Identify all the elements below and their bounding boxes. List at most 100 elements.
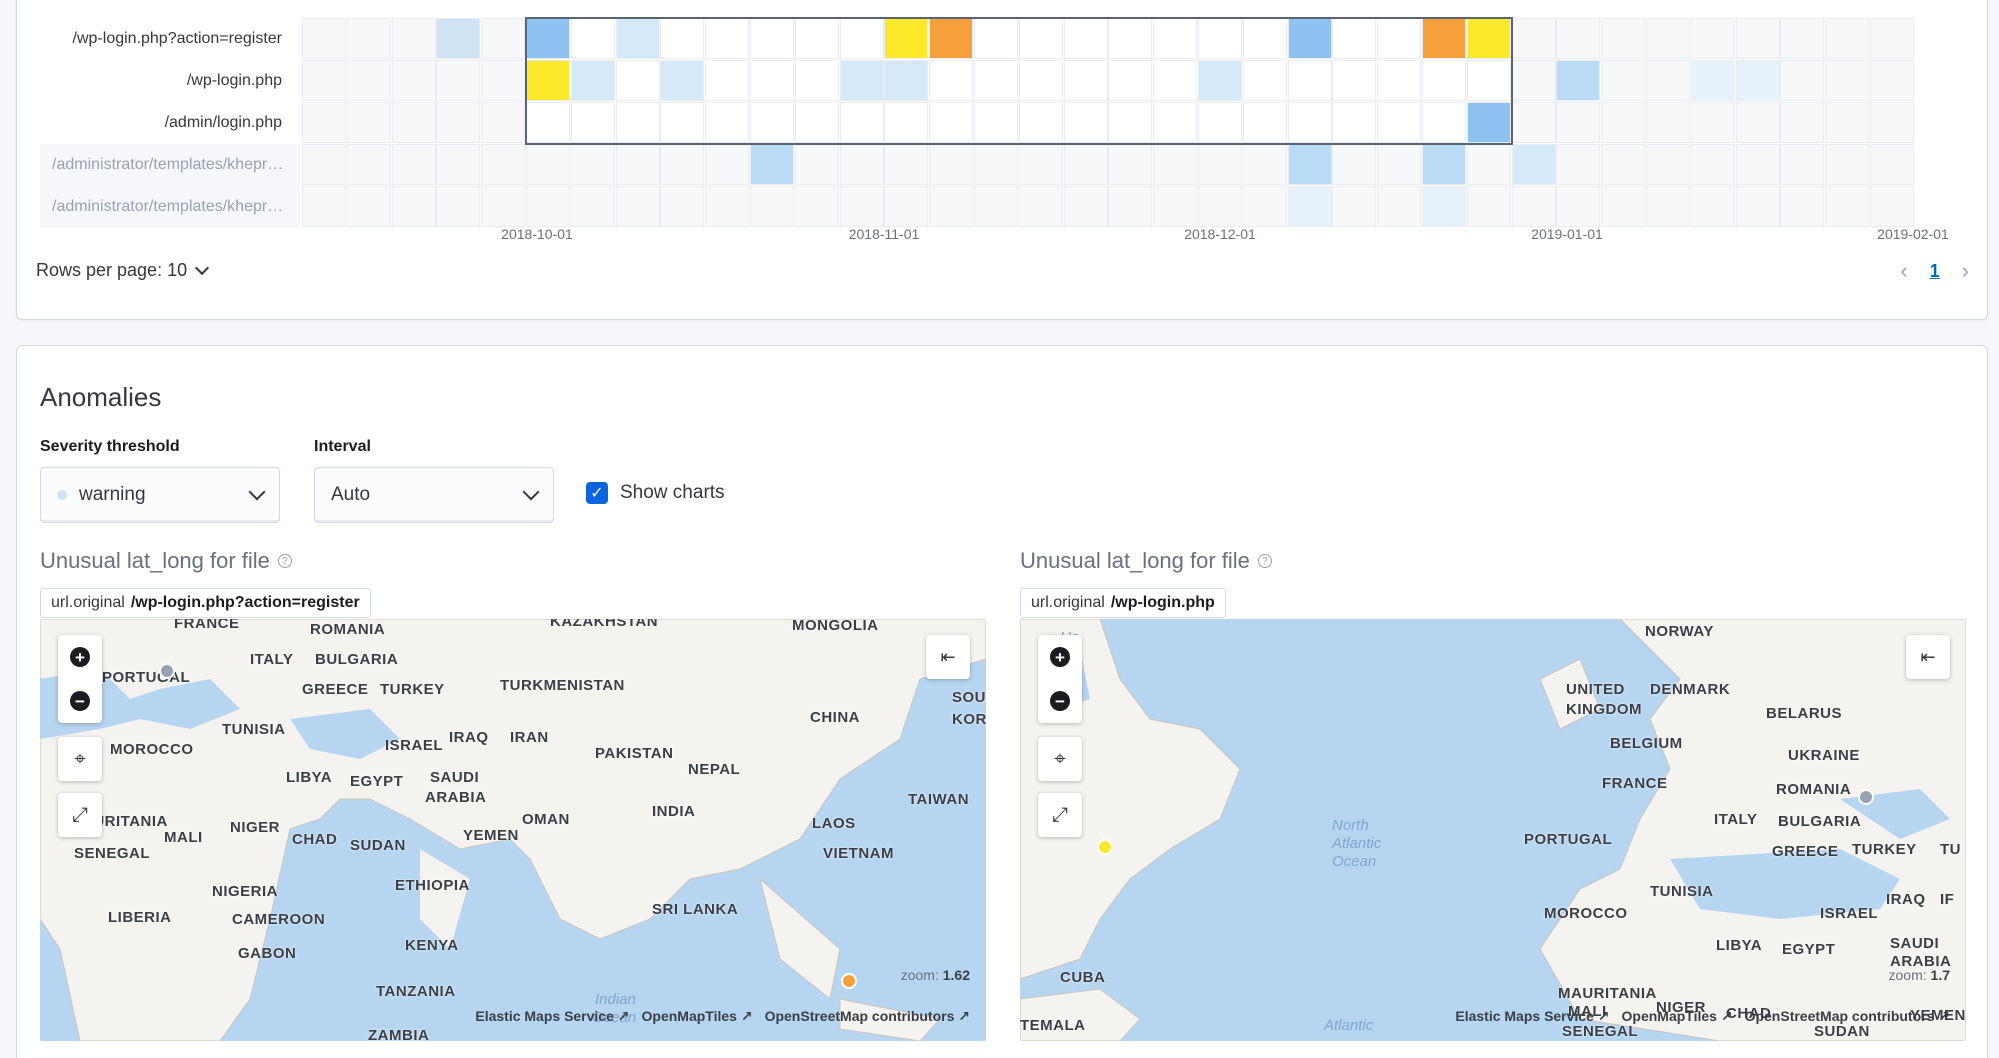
rows-per-page-button[interactable]: Rows per page: 10 (36, 260, 210, 281)
swimlane-cell[interactable] (1377, 102, 1422, 143)
anomaly-cell[interactable] (1466, 18, 1511, 59)
swimlane-cell[interactable] (660, 18, 705, 59)
anomaly-cell[interactable] (1422, 144, 1466, 185)
swimlane-cell[interactable] (1601, 60, 1646, 101)
swimlane-cell[interactable] (481, 186, 526, 227)
lane-label[interactable]: /wp-login.php (186, 72, 282, 89)
swimlane-cell[interactable] (1018, 144, 1063, 185)
question-icon[interactable]: ? (277, 554, 292, 568)
swimlane-cell[interactable] (1735, 102, 1780, 143)
swimlane-cell[interactable] (481, 18, 526, 59)
swimlane-cell[interactable] (1601, 18, 1646, 59)
swimlane-cell[interactable] (1690, 18, 1735, 59)
swimlane-cell[interactable] (1780, 102, 1825, 143)
swimlane-cell[interactable] (1018, 102, 1063, 143)
swimlane-cell[interactable] (839, 18, 884, 59)
anomaly-cell[interactable] (436, 18, 481, 59)
swimlane-cell[interactable] (1108, 60, 1153, 101)
swimlane-cell[interactable] (1063, 186, 1108, 227)
swimlane-cell[interactable] (1422, 102, 1466, 143)
lane-label[interactable]: /admin/login.php (164, 114, 282, 131)
swimlane-cell[interactable] (1556, 186, 1601, 227)
swimlane-cell[interactable] (1735, 18, 1780, 59)
swimlane-cell[interactable] (346, 18, 391, 59)
swimlane-cell[interactable] (839, 144, 884, 185)
swimlane-cell[interactable] (1108, 186, 1153, 227)
question-icon[interactable]: ? (1257, 554, 1272, 568)
swimlane-cell[interactable] (705, 144, 750, 185)
swimlane-cell[interactable] (1466, 144, 1511, 185)
swimlane-cell[interactable] (436, 186, 481, 227)
swimlane-cell[interactable] (1780, 186, 1825, 227)
swimlane-cell[interactable] (1198, 186, 1242, 227)
swimlane-cell[interactable] (750, 102, 794, 143)
anomaly-cell[interactable] (1511, 144, 1556, 185)
severity-threshold-select[interactable]: warning (40, 467, 280, 523)
legend-toggle-button[interactable]: ⇤ (1906, 635, 1950, 679)
anomaly-cell[interactable] (526, 18, 570, 59)
swimlane-cell[interactable] (391, 102, 436, 143)
chevron-left-icon[interactable]: ‹ (1900, 258, 1908, 283)
swimlane-cell[interactable] (1735, 186, 1780, 227)
swimlane-cell[interactable] (1780, 60, 1825, 101)
swimlane-cell[interactable] (570, 144, 615, 185)
swimlane-cell[interactable] (794, 18, 839, 59)
swimlane-cell[interactable] (391, 18, 436, 59)
swimlane-cell[interactable] (1242, 102, 1287, 143)
swimlane-cell[interactable] (1377, 144, 1422, 185)
swimlane-cell[interactable] (1153, 102, 1198, 143)
swimlane-cell[interactable] (794, 102, 839, 143)
swimlane-cell[interactable] (1825, 144, 1870, 185)
swimlane-cell[interactable] (1466, 60, 1511, 101)
swimlane-cell[interactable] (705, 18, 750, 59)
swimlane-cell[interactable] (1063, 102, 1108, 143)
swimlane-cell[interactable] (705, 102, 750, 143)
swimlane-cell[interactable] (1825, 186, 1870, 227)
anomaly-cell[interactable] (1466, 102, 1511, 143)
anomaly-cell[interactable] (660, 60, 705, 101)
swimlane-cell[interactable] (1332, 144, 1377, 185)
anomaly-point[interactable] (1858, 789, 1874, 805)
attribution-osm-link[interactable]: OpenStreetMap contributors ↗ (764, 1008, 970, 1024)
swimlane-cell[interactable] (1870, 102, 1914, 143)
swimlane-cell[interactable] (1780, 18, 1825, 59)
swimlane-cell[interactable] (1198, 144, 1242, 185)
fullscreen-button[interactable]: ⤢ (58, 793, 102, 837)
swimlane-cell[interactable] (794, 186, 839, 227)
anomaly-cell[interactable] (929, 18, 974, 59)
swimlane-cell[interactable] (302, 102, 346, 143)
swimlane-cell[interactable] (1870, 60, 1914, 101)
zoom-in-button[interactable]: + (1038, 635, 1082, 679)
fullscreen-button[interactable]: ⤢ (1038, 793, 1082, 837)
swimlane-cell[interactable] (974, 18, 1018, 59)
swimlane-cell[interactable] (974, 102, 1018, 143)
page-number-1[interactable]: 1 (1929, 260, 1940, 281)
swimlane-cell[interactable] (929, 60, 974, 101)
swimlane-cell[interactable] (660, 102, 705, 143)
swimlane-cell[interactable] (1063, 60, 1108, 101)
swimlane-cell[interactable] (391, 144, 436, 185)
swimlane-cell[interactable] (839, 186, 884, 227)
swimlane-cell[interactable] (839, 102, 884, 143)
swimlane-cell[interactable] (929, 186, 974, 227)
swimlane-cell[interactable] (1287, 60, 1332, 101)
checkmark-icon[interactable]: ✓ (586, 482, 608, 504)
interval-select[interactable]: Auto (314, 467, 554, 523)
swimlane-grid[interactable] (302, 10, 1914, 227)
anomaly-cell[interactable] (839, 60, 884, 101)
swimlane-cell[interactable] (1242, 18, 1287, 59)
swimlane-cell[interactable] (705, 60, 750, 101)
attribution-ems-link[interactable]: Elastic Maps Service ↗ (475, 1008, 630, 1024)
swimlane-cell[interactable] (1153, 144, 1198, 185)
anomaly-cell[interactable] (1556, 60, 1601, 101)
swimlane-cell[interactable] (1153, 60, 1198, 101)
swimlane-cell[interactable] (615, 60, 660, 101)
swimlane-cell[interactable] (436, 102, 481, 143)
swimlane-cell[interactable] (1646, 186, 1690, 227)
swimlane-cell[interactable] (1601, 144, 1646, 185)
swimlane-cell[interactable] (570, 18, 615, 59)
swimlane-cell[interactable] (1018, 60, 1063, 101)
swimlane-cell[interactable] (346, 102, 391, 143)
anomaly-cell[interactable] (570, 60, 615, 101)
anomaly-cell[interactable] (1287, 144, 1332, 185)
